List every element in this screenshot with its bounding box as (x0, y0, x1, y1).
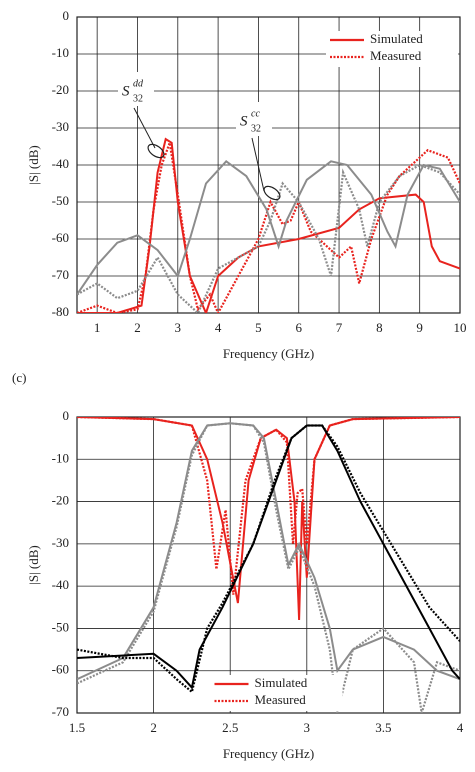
y-tick-label: -20 (52, 82, 69, 97)
annotation-arrow (251, 137, 265, 192)
y-tick-label: -20 (52, 493, 69, 508)
x-tick-label: 8 (376, 320, 383, 335)
data-line (77, 417, 460, 621)
x-tick-label: 3.5 (375, 720, 391, 735)
y-tick-label: -70 (52, 267, 69, 282)
annotation-symbol: S (240, 113, 248, 129)
y-tick-label: 0 (63, 408, 70, 423)
x-tick-label: 5 (255, 320, 262, 335)
data-line (77, 163, 460, 313)
x-tick-label: 1 (94, 320, 101, 335)
x-tick-label: 7 (336, 320, 343, 335)
annotation-sup: cc (251, 108, 260, 119)
x-axis-label: Frequency (GHz) (223, 746, 314, 761)
x-tick-label: 2 (134, 320, 141, 335)
data-line (77, 417, 460, 595)
y-tick-label: -70 (52, 704, 69, 719)
x-tick-label: 1.5 (69, 720, 85, 735)
y-tick-label: -30 (52, 119, 69, 134)
x-tick-label: 2 (150, 720, 157, 735)
y-axis-label: |S| (dB) (26, 145, 41, 185)
legend-box (326, 31, 458, 67)
legend-label: Simulated (255, 675, 308, 690)
annotation-sup: dd (133, 78, 144, 89)
y-axis-label: |S| (dB) (26, 545, 41, 585)
y-tick-label: -30 (52, 535, 69, 550)
x-tick-label: 4 (215, 320, 222, 335)
panel-label: (c) (12, 370, 26, 385)
y-tick-label: -10 (52, 450, 69, 465)
y-tick-label: -60 (52, 662, 69, 677)
data-line (77, 424, 460, 694)
y-tick-label: -10 (52, 45, 69, 60)
annotation-arrow (133, 107, 156, 149)
legend-label: Measured (255, 692, 307, 707)
legend-label: Simulated (370, 31, 423, 46)
data-line (77, 424, 460, 690)
y-tick-label: 0 (63, 8, 70, 23)
annotation-sub: 32 (251, 123, 261, 134)
x-tick-label: 3 (304, 720, 311, 735)
y-tick-label: -60 (52, 230, 69, 245)
y-tick-label: -50 (52, 619, 69, 634)
x-tick-label: 9 (416, 320, 423, 335)
annotation-symbol: S (122, 83, 130, 99)
legend-box (210, 675, 343, 711)
annotation-ellipse (263, 185, 281, 201)
legend-label: Measured (370, 48, 422, 63)
x-tick-label: 2.5 (222, 720, 238, 735)
data-line (77, 422, 460, 713)
plot-frame (76, 16, 461, 314)
y-tick-label: -50 (52, 193, 69, 208)
data-line (77, 159, 460, 296)
x-tick-label: 10 (454, 320, 467, 335)
y-tick-label: -40 (52, 577, 69, 592)
annotation-bg (236, 102, 272, 136)
data-line (77, 142, 460, 313)
plot-frame (76, 416, 461, 714)
annotation-sub: 32 (133, 93, 143, 104)
x-tick-label: 6 (295, 320, 302, 335)
x-tick-label: 3 (175, 320, 182, 335)
annotation-ellipse (147, 143, 165, 159)
annotation-bg (118, 72, 154, 106)
y-tick-label: -80 (52, 304, 69, 319)
x-tick-label: 4 (457, 720, 464, 735)
y-tick-label: -40 (52, 156, 69, 171)
x-axis-label: Frequency (GHz) (223, 346, 314, 361)
